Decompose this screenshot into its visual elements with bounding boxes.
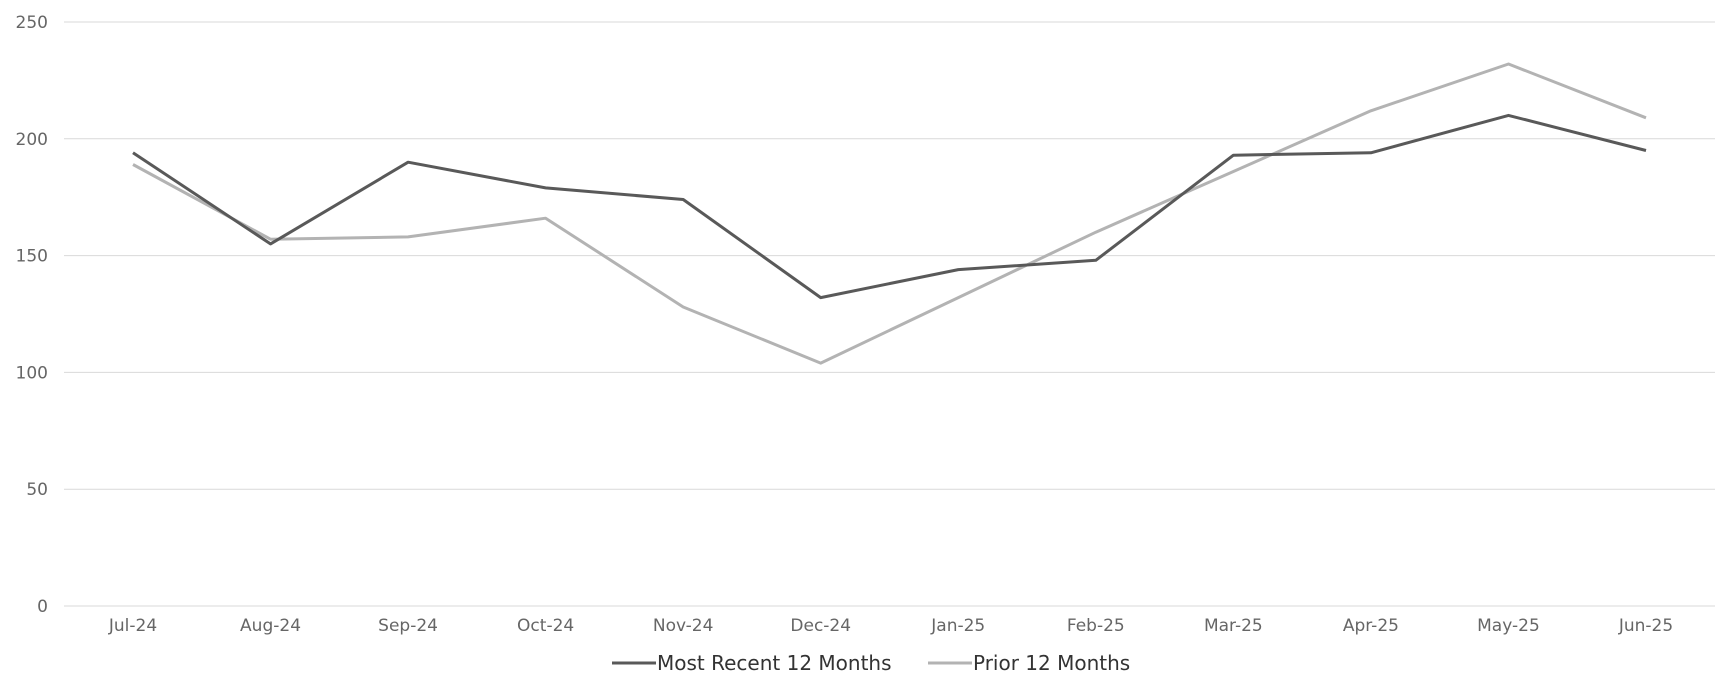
x-tick-label: Feb-25 bbox=[1067, 616, 1125, 636]
y-tick-label: 100 bbox=[16, 363, 48, 383]
x-tick-label: Oct-24 bbox=[517, 616, 574, 636]
gridlines bbox=[64, 21, 1715, 607]
x-tick-label: Jul-24 bbox=[108, 616, 157, 636]
y-tick-label: 50 bbox=[26, 480, 48, 500]
x-tick-label: Mar-25 bbox=[1204, 616, 1263, 636]
x-tick-label: Jun-25 bbox=[1618, 616, 1673, 636]
x-axis: Jul-24 Aug-24 Sep-24 Oct-24 Nov-24 Dec-24 Jan-… bbox=[108, 616, 1673, 636]
legend-item-most-recent[interactable]: Most Recent 12 Months bbox=[612, 651, 892, 675]
x-tick-label: Nov-24 bbox=[653, 616, 714, 636]
legend-label-most-recent: Most Recent 12 Months bbox=[657, 651, 892, 675]
y-tick-label: 150 bbox=[16, 247, 48, 267]
y-tick-label: 250 bbox=[16, 13, 48, 33]
y-axis: 0 50 100 150 200 250 bbox=[16, 13, 48, 617]
legend: Most Recent 12 Months Prior 12 Months bbox=[612, 651, 1130, 675]
x-tick-label: Sep-24 bbox=[378, 616, 438, 636]
x-tick-label: Aug-24 bbox=[240, 616, 301, 636]
x-tick-label: May-25 bbox=[1477, 616, 1540, 636]
y-tick-label: 0 bbox=[37, 597, 48, 617]
series-line-most-recent bbox=[132, 113, 1647, 300]
y-tick-label: 200 bbox=[16, 130, 48, 150]
x-tick-label: Jan-25 bbox=[930, 616, 985, 636]
series-lines bbox=[132, 62, 1647, 365]
legend-label-prior: Prior 12 Months bbox=[973, 651, 1130, 675]
x-tick-label: Apr-25 bbox=[1343, 616, 1399, 636]
legend-item-prior[interactable]: Prior 12 Months bbox=[928, 651, 1130, 675]
series-line-prior bbox=[132, 62, 1647, 365]
x-tick-label: Dec-24 bbox=[790, 616, 851, 636]
